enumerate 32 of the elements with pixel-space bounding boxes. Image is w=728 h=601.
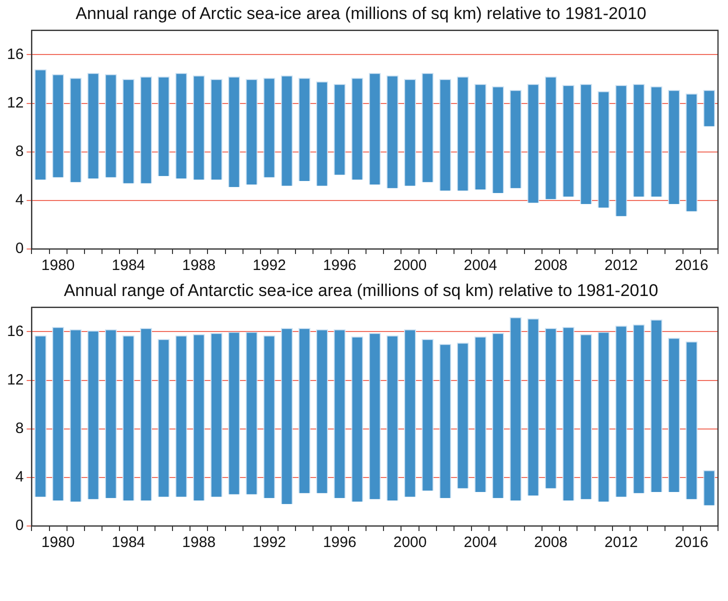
y-tick-label: 12 xyxy=(6,94,24,112)
x-tick-label: 2012 xyxy=(604,534,638,552)
x-tick-label: 1980 xyxy=(41,534,75,552)
x-tick-label: 1988 xyxy=(182,257,216,274)
y-tick-label: 8 xyxy=(15,142,24,160)
y-tick-label: 4 xyxy=(15,468,24,486)
x-tick-label: 2012 xyxy=(604,257,638,274)
x-tick-label: 1996 xyxy=(322,257,356,274)
y-tick-label: 16 xyxy=(6,322,24,340)
x-tick-label: 2016 xyxy=(674,534,708,552)
y-tick-label: 8 xyxy=(15,420,24,437)
x-tick-label: 2004 xyxy=(464,534,498,552)
x-tick-label: 2008 xyxy=(534,534,568,552)
y-tick-label: 0 xyxy=(15,240,24,258)
y-tick-label: 0 xyxy=(15,517,24,534)
chart-title: Annual range of Arctic sea-ice area (millions of sq km) relative to 1981-2010 xyxy=(76,4,646,23)
y-tick-label: 4 xyxy=(15,192,24,209)
x-tick-label: 2000 xyxy=(393,257,427,274)
x-tick-label: 1996 xyxy=(322,534,356,552)
x-tick-label: 2000 xyxy=(393,534,427,552)
x-tick-label: 1992 xyxy=(252,257,286,274)
x-tick-label: 2004 xyxy=(464,257,498,274)
x-tick-label: 1992 xyxy=(252,534,286,552)
x-tick-label: 2016 xyxy=(674,257,708,274)
x-tick-label: 1984 xyxy=(112,257,146,274)
chart-title: Annual range of Antarctic sea-ice area (millions of sq km) relative to 1981-2010 xyxy=(64,280,658,300)
x-tick-label: 1984 xyxy=(112,534,146,552)
y-tick-label: 16 xyxy=(6,46,24,63)
x-tick-label: 1988 xyxy=(182,534,216,552)
x-tick-label: 2008 xyxy=(534,257,568,274)
y-tick-label: 12 xyxy=(6,371,24,388)
x-tick-label: 1980 xyxy=(41,257,75,274)
